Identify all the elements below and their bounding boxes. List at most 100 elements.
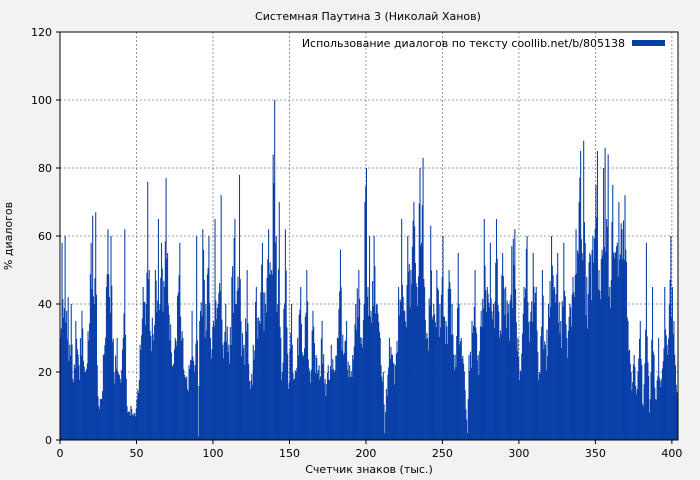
bar	[115, 355, 117, 440]
bar	[182, 338, 184, 440]
bar	[434, 314, 436, 440]
bar	[369, 316, 371, 440]
bar	[244, 364, 246, 440]
bars-group	[60, 100, 679, 441]
bar	[130, 406, 132, 440]
bar	[560, 348, 563, 440]
bar	[388, 367, 390, 440]
bar	[255, 301, 257, 440]
bar	[463, 363, 465, 440]
bar	[222, 344, 224, 440]
bar	[384, 433, 386, 440]
bar	[197, 436, 199, 440]
bar	[294, 370, 296, 440]
bar	[482, 298, 484, 440]
x-axis-ticks: 0 50 100 150 200 250 300 350 400	[57, 440, 682, 460]
bar	[461, 358, 463, 440]
bar	[577, 253, 579, 440]
bar	[301, 352, 303, 440]
bar	[547, 304, 550, 440]
bar	[555, 294, 557, 440]
bar	[206, 274, 208, 440]
bar	[557, 253, 559, 440]
bar	[154, 270, 156, 440]
bar	[401, 219, 403, 440]
bar	[460, 338, 462, 440]
x-tick-label: 200	[355, 447, 376, 460]
bar	[251, 373, 253, 440]
y-tick-label: 60	[38, 230, 52, 243]
bar	[408, 263, 410, 440]
bar	[675, 384, 677, 440]
bar	[349, 365, 351, 440]
bar	[170, 324, 172, 440]
bar	[432, 316, 434, 440]
bar	[138, 380, 140, 440]
bar	[101, 399, 103, 440]
bar	[151, 351, 153, 440]
bar	[475, 327, 477, 440]
bar	[508, 304, 510, 440]
bar	[118, 373, 120, 440]
bar	[107, 229, 109, 440]
bar	[400, 301, 402, 440]
bar	[69, 344, 71, 440]
bar	[404, 310, 406, 440]
bar	[518, 357, 520, 440]
bar	[468, 355, 470, 440]
bar	[430, 270, 433, 440]
bar	[258, 317, 260, 440]
bar	[638, 338, 641, 440]
bar	[249, 389, 251, 440]
bar	[310, 369, 312, 440]
bar	[294, 378, 296, 440]
bar	[371, 322, 373, 440]
bar	[273, 182, 275, 440]
bar	[62, 299, 64, 440]
bar	[497, 304, 499, 440]
bar	[564, 296, 566, 440]
bar	[85, 371, 87, 440]
bar	[481, 327, 483, 440]
bar	[338, 309, 340, 440]
bar	[554, 287, 556, 440]
bar	[515, 322, 517, 440]
bar	[578, 202, 580, 440]
bar	[658, 338, 660, 440]
bar	[306, 270, 308, 440]
bar	[131, 408, 133, 440]
bar	[188, 365, 190, 440]
bar	[658, 377, 660, 440]
bar	[99, 409, 101, 440]
bar	[128, 411, 130, 440]
bar	[563, 242, 565, 440]
bar	[607, 154, 609, 440]
bar	[238, 287, 240, 440]
bar	[375, 304, 377, 440]
bar	[473, 325, 475, 440]
bar	[80, 355, 82, 440]
bar	[330, 344, 332, 440]
bar	[216, 308, 218, 440]
bar	[656, 380, 658, 440]
bar	[567, 357, 569, 440]
bar	[174, 338, 176, 440]
bar	[313, 326, 315, 440]
bar	[407, 236, 409, 440]
bar	[478, 375, 480, 440]
bar	[356, 288, 358, 440]
bar	[619, 254, 621, 440]
bar	[486, 311, 488, 440]
bar	[634, 367, 636, 440]
bar	[471, 321, 473, 440]
bar	[196, 340, 198, 440]
bar	[597, 289, 599, 440]
bar	[516, 350, 518, 440]
bar	[381, 376, 383, 440]
bar	[196, 236, 198, 440]
bar	[333, 372, 335, 440]
bar	[651, 287, 654, 440]
bar	[577, 250, 579, 440]
bar	[267, 259, 269, 440]
